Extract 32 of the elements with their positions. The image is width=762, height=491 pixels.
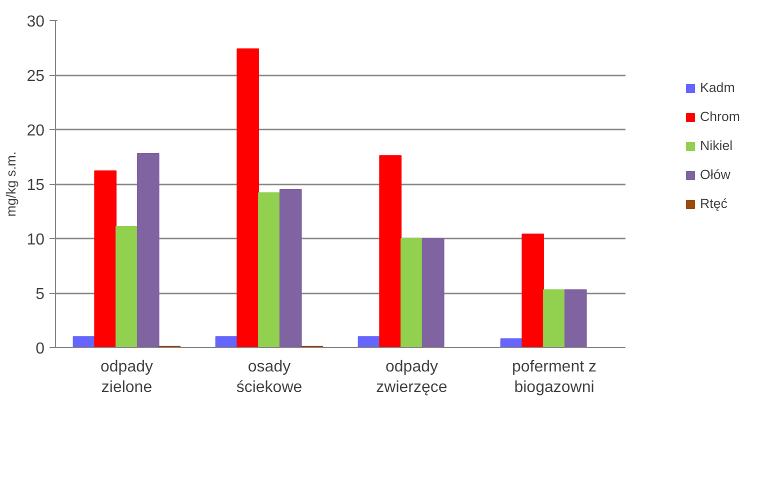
bar bbox=[72, 336, 96, 348]
bar bbox=[116, 226, 138, 348]
bar bbox=[522, 234, 544, 348]
bar bbox=[236, 48, 260, 348]
legend-label: Rtęć bbox=[700, 196, 728, 211]
y-tick-label: 25 bbox=[26, 68, 45, 85]
bar bbox=[215, 336, 238, 348]
bar bbox=[400, 238, 423, 348]
y-tick-label: 15 bbox=[26, 177, 45, 194]
bar bbox=[422, 238, 444, 348]
bar bbox=[543, 289, 566, 348]
bar bbox=[358, 336, 380, 348]
legend-label: Nikiel bbox=[700, 138, 733, 153]
x-tick-label: osady ściekowe bbox=[236, 358, 302, 396]
bar bbox=[564, 289, 587, 348]
x-tick-label: odpady zielone bbox=[100, 358, 154, 396]
bar bbox=[379, 155, 402, 348]
y-axis-title: mg/kg s.m. bbox=[4, 151, 19, 217]
legend-label: Chrom bbox=[700, 109, 740, 124]
bar bbox=[136, 152, 160, 348]
y-tick-label: 30 bbox=[26, 14, 45, 30]
y-tick-label: 20 bbox=[26, 122, 45, 140]
y-tick-label: 5 bbox=[36, 286, 45, 303]
legend-label: Ołów bbox=[700, 167, 730, 182]
y-tick-label: 0 bbox=[36, 340, 45, 358]
bar bbox=[258, 192, 280, 348]
bar bbox=[279, 188, 302, 348]
y-tick-label: 10 bbox=[26, 232, 45, 248]
x-tick-label: poferment z biogazowni bbox=[512, 358, 596, 396]
legend-label: Kadm bbox=[700, 80, 735, 95]
x-tick-label: odpady zwierzęce bbox=[376, 358, 448, 396]
bar bbox=[94, 170, 117, 348]
